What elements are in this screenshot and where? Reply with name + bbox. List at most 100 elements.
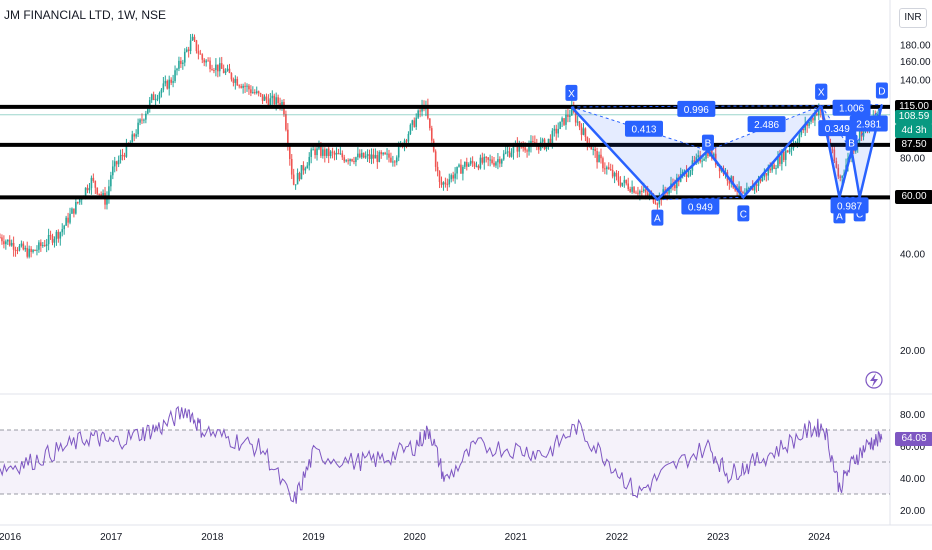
candle-body [333,152,336,155]
candle-body [220,63,223,69]
pattern-ratio-label: 2.981 [849,115,888,132]
pattern-ratio-box [681,198,720,215]
candle-body [765,173,768,176]
candle-body [378,152,381,162]
candle-body [642,189,645,192]
candle-body [110,175,112,187]
candle-body [833,149,836,162]
currency-button[interactable]: INR [899,8,927,28]
candle-body [524,147,526,151]
candle-body [183,51,186,63]
candle-body [38,242,40,250]
candle-body [357,153,359,158]
pattern-point-label-d: D [875,82,888,99]
pattern-ratio-box [849,115,888,132]
candle-body [633,187,635,193]
candle-body [744,192,746,194]
candle-body [485,156,488,158]
candle-body [252,92,254,94]
candle-body [320,146,322,156]
candle-body [69,213,71,223]
candle-body [759,178,762,182]
candle-body [45,244,48,247]
candle-body [594,148,596,152]
pattern-point-label-a: A [651,209,664,226]
candle-body [238,85,241,87]
candle-body [94,180,97,188]
axes: 180.00 160.00 140.00 80.00 40.00 20.00 2016 201… [0,41,931,543]
candle-body [139,119,141,123]
candle-body [615,172,618,177]
pattern-ratio-box [624,120,663,137]
pattern-ratio-label: 0.987 [830,197,869,214]
candle-body [571,106,573,116]
candle-body [600,154,602,159]
candle-body [65,217,67,226]
candle-body [746,188,748,193]
candle-body [635,192,637,194]
pattern-point-box [737,205,750,222]
candle-body [364,155,367,158]
candle-body [6,239,9,242]
candle-body [497,159,499,163]
candle-body [271,95,274,99]
candle-body [150,94,153,101]
candle-body [409,124,412,135]
price-tick-label: 160.00 [900,57,931,68]
candle-body [67,217,69,223]
candle-body [281,102,283,107]
pattern-point-text: A [654,214,661,225]
candle-body [475,165,478,167]
candle-body [168,79,171,89]
candle-body [405,140,408,142]
candle-body [131,134,134,143]
pattern-point-text: C [856,209,863,220]
candle-body [788,149,791,153]
candle-body [510,152,513,157]
candle-body [287,129,289,147]
candle-body [547,138,550,144]
pattern-ratio-text: 2.981 [856,120,881,131]
candle-body [117,160,120,165]
candle-body [738,186,740,192]
candle-body [806,123,808,126]
pattern-point-box [701,134,714,151]
candle-body [47,235,50,245]
candle-body [413,120,416,127]
candle-body [528,146,530,152]
candle-body [430,128,433,141]
candle-body [370,154,373,159]
candle-body [137,122,139,135]
candle-body [308,156,311,166]
pattern-point-box [565,84,578,101]
candle-body [115,161,118,165]
pattern-ratio-label: 0.349 [818,120,857,137]
candle-body [648,193,651,196]
candle-body [41,245,44,247]
candle-body [532,140,534,143]
candle-body [174,70,176,82]
last-price-label: 108.59 [895,109,932,124]
pattern-point-text: D [878,87,885,98]
time-tick-label: 2018 [201,532,224,543]
candle-body [253,92,256,94]
candle-body [676,177,678,189]
pattern-point-label-b: B [701,134,714,151]
candle-body [707,151,709,156]
candle-body [20,243,23,246]
candle-body [479,157,482,169]
candle-body [436,166,439,172]
candle-body [36,249,38,251]
candle-body [353,160,355,162]
candle-body [473,163,476,167]
candle-body [835,161,838,168]
candle-body [133,134,136,137]
candle-body [388,153,390,158]
candle-body [465,161,468,167]
candle-body [798,134,801,142]
candle-body [796,141,799,144]
candle-body [740,186,742,193]
time-tick-label: 2023 [707,532,730,543]
candle-body [380,152,383,155]
candle-body [637,192,639,194]
